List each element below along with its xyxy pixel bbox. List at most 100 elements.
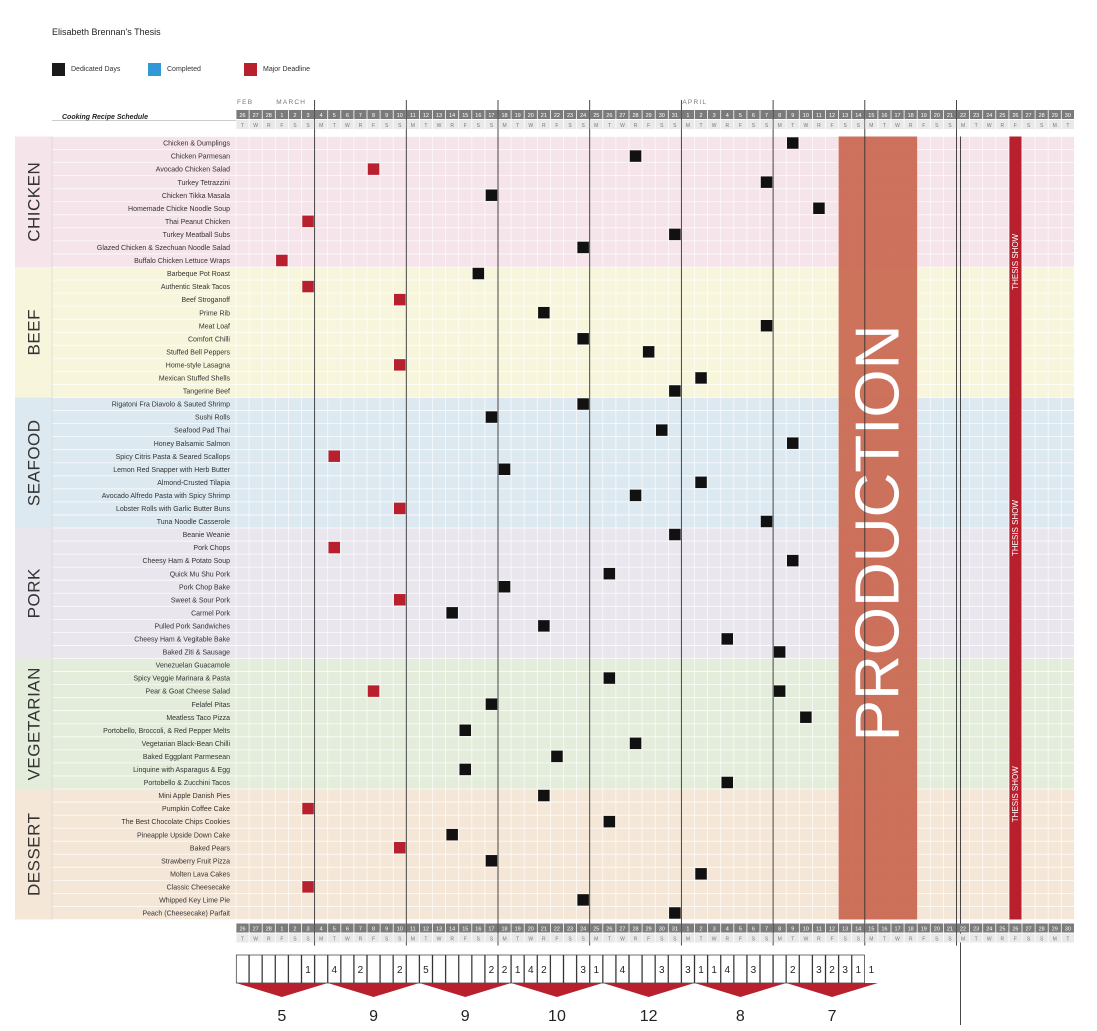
recipe-label: Spicy Citris Pasta & Seared Scallops: [116, 454, 231, 461]
footer-date-label: 8: [372, 926, 375, 932]
footer-date-cell: [249, 923, 262, 933]
header-weekday-cell: [956, 120, 970, 129]
header-date-cell: [839, 110, 852, 119]
recipe-label: Buffalo Chicken Lettuce Wraps: [134, 258, 230, 265]
footer-date-cell: [341, 923, 354, 933]
daily-count-box: [314, 954, 328, 984]
footer-date-label: 28: [1039, 926, 1045, 932]
header-date-cell: [459, 110, 472, 119]
footer-weekday-cell: [629, 933, 642, 943]
footer-date-cell: [1048, 923, 1061, 933]
daily-count-box: [799, 954, 813, 984]
header-weekday-label: T: [516, 123, 519, 129]
footer-date-cell: [747, 923, 760, 933]
footer-weekday-cell: [878, 933, 891, 943]
header-date-label: 7: [765, 113, 768, 119]
header-weekday-label: R: [634, 123, 638, 129]
header-weekday-cell: [694, 120, 708, 129]
header-date-cell: [288, 110, 302, 119]
footer-weekday-label: T: [791, 936, 794, 942]
dedicated-mark: [773, 685, 786, 697]
footer-date-cell: [524, 923, 537, 933]
footer-date-cell: [760, 923, 773, 933]
footer-date-cell: [1035, 923, 1048, 933]
footer-date-cell: [498, 923, 511, 933]
header-date-label: 9: [385, 113, 388, 119]
header-date-cell: [708, 110, 721, 119]
header-date-cell: [694, 110, 708, 119]
header-weekday-label: S: [477, 123, 481, 129]
header-weekday-cell: [262, 120, 275, 129]
header-weekday-cell: [970, 120, 983, 129]
header-date-label: 4: [726, 113, 729, 119]
recipe-label: Whipped Key Lime Pie: [159, 898, 230, 905]
deadline-mark: [302, 881, 314, 893]
footer-weekday-label: W: [528, 936, 533, 942]
footer-weekday-label: M: [778, 936, 782, 942]
footer-weekday-label: R: [267, 936, 271, 942]
footer-weekday-label: M: [594, 936, 598, 942]
footer-date-cell: [983, 923, 996, 933]
header-weekday-label: F: [464, 123, 467, 129]
daily-count-box: [628, 954, 643, 984]
header-date-cell: [943, 110, 957, 119]
daily-count-value: 4: [620, 965, 626, 976]
recipe-label: Authentic Steak Tacos: [161, 284, 231, 291]
footer-date-label: 2: [293, 926, 296, 932]
footer-date-label: 16: [475, 926, 481, 932]
daily-count-box: [432, 954, 446, 984]
recipe-label: Classic Cheesecake: [167, 884, 231, 891]
footer-weekday-cell: [943, 933, 957, 943]
header-date-label: 4: [320, 113, 323, 119]
header-weekday-cell: [236, 120, 249, 129]
header-date-label: 12: [829, 113, 835, 119]
daily-count-box: [563, 954, 577, 984]
recipe-label: Sushi Rolls: [195, 415, 231, 422]
recipe-label: Glazed Chicken & Szechuan Noodle Salad: [97, 245, 230, 252]
footer-weekday-cell: [603, 933, 616, 943]
header-weekday-label: R: [267, 123, 271, 129]
legend-label-dedicated: Dedicated Days: [71, 66, 121, 73]
header-weekday-label: F: [739, 123, 742, 129]
daily-count-value: 2: [790, 965, 796, 976]
header-date-label: 11: [816, 113, 822, 119]
production-label: PRODUCTION: [843, 325, 912, 742]
footer-date-cell: [865, 923, 878, 933]
header-weekday-cell: [367, 120, 380, 129]
footer-weekday-cell: [550, 933, 564, 943]
header-date-cell: [524, 110, 537, 119]
footer-date-cell: [668, 923, 681, 933]
header-weekday-cell: [537, 120, 550, 129]
footer-date-label: 26: [1012, 926, 1018, 932]
thesis-show-label: THESIS SHOW: [1011, 500, 1020, 556]
footer-date-cell: [996, 923, 1009, 933]
footer-weekday-cell: [970, 933, 983, 943]
header-weekday-label: W: [437, 123, 442, 129]
header-date-label: 5: [739, 113, 742, 119]
production-band: [838, 136, 918, 920]
footer-date-cell: [328, 923, 341, 933]
footer-weekday-label: S: [660, 936, 664, 942]
header-weekday-label: S: [765, 123, 769, 129]
header-weekday-label: W: [620, 123, 625, 129]
header-weekday-cell: [419, 120, 433, 129]
header-date-label: 29: [1052, 113, 1058, 119]
daily-count-box: [759, 954, 774, 984]
footer-date-cell: [655, 923, 668, 933]
daily-count-box: [262, 954, 276, 984]
legend-swatch-dedicated: [52, 63, 65, 76]
header-date-cell: [917, 110, 930, 119]
footer-date-label: 5: [739, 926, 742, 932]
footer-weekday-label: S: [1027, 936, 1031, 942]
footer-date-cell: [315, 923, 328, 933]
recipe-label: Pork Chop Bake: [179, 584, 230, 591]
footer-date-label: 25: [593, 926, 599, 932]
footer-weekday-label: F: [922, 936, 925, 942]
header-date-label: 28: [266, 113, 272, 119]
daily-count-value: 3: [751, 965, 757, 976]
header-weekday-cell: [498, 120, 511, 129]
header-date-label: 14: [855, 113, 861, 119]
footer-date-label: 1: [280, 926, 283, 932]
header-weekday-label: S: [1040, 123, 1044, 129]
header-date-cell: [852, 110, 865, 119]
